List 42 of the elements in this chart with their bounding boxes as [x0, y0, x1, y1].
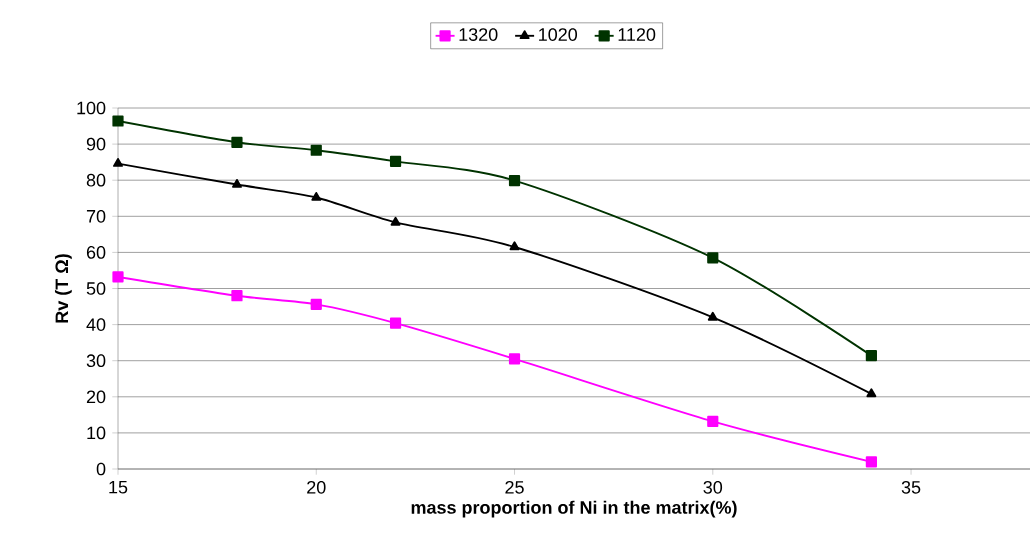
y-tick-label: 20 — [86, 390, 106, 404]
point — [707, 252, 719, 264]
x-tick-label: 25 — [505, 480, 524, 494]
point — [390, 216, 401, 226]
x-tick-label: 35 — [901, 480, 921, 494]
point — [310, 298, 322, 310]
point — [865, 350, 877, 362]
point — [866, 388, 877, 398]
y-tick-label: 50 — [86, 282, 106, 295]
y-tick-label: 100 — [77, 101, 106, 115]
y-tick-label: 30 — [86, 354, 106, 368]
y-tick-label: 10 — [87, 426, 106, 440]
point — [707, 415, 719, 427]
y-tick-label: 40 — [86, 318, 106, 331]
x-tick-label: 15 — [109, 480, 128, 494]
point — [707, 311, 718, 321]
point — [389, 317, 402, 329]
x-tick-label: 20 — [307, 480, 326, 494]
point — [509, 241, 520, 251]
point — [310, 144, 322, 156]
y-tick-label: 70 — [86, 209, 106, 223]
point — [865, 456, 877, 468]
legend-label: 1320 — [459, 28, 498, 41]
point — [231, 178, 242, 188]
point — [113, 157, 123, 167]
legend-label: 1120 — [618, 28, 656, 41]
point — [389, 155, 402, 168]
point — [508, 353, 521, 365]
y-tick-label: 60 — [86, 246, 106, 259]
y-tick-label: 0 — [96, 462, 106, 476]
point — [231, 290, 243, 302]
legend-label: 1020 — [539, 28, 578, 41]
y-tick-label: 80 — [86, 173, 106, 187]
x-axis-title: mass proportion of Ni in the matrix(%) — [411, 500, 737, 518]
y-tick-label: 90 — [86, 137, 106, 151]
point — [112, 115, 124, 127]
point — [112, 271, 124, 283]
y-axis-title: Rv (T Ω) — [54, 254, 72, 323]
point — [311, 191, 322, 201]
point — [508, 174, 521, 187]
x-tick-label: 30 — [703, 480, 723, 494]
point — [231, 136, 243, 148]
